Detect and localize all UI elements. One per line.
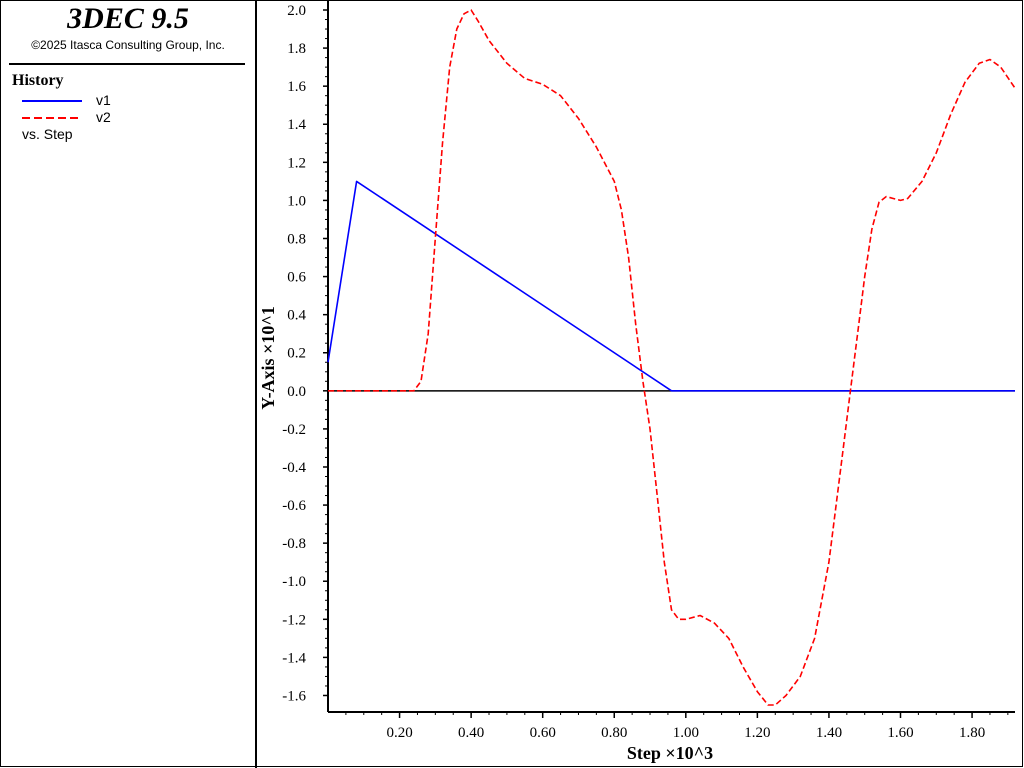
x-tick-label: 1.60 [887, 725, 913, 741]
y-tick-label: 0.2 [287, 346, 306, 362]
y-tick-label: 1.8 [287, 41, 306, 57]
series-line-v2 [328, 9, 1016, 706]
y-tick-label: -1.6 [282, 688, 306, 704]
legend-label-v2: v2 [96, 109, 111, 125]
x-tick-label: 1.20 [744, 725, 770, 741]
y-tick-label: -1.2 [282, 612, 306, 628]
x-axis-title: Step ×10^3 [627, 743, 713, 763]
x-tick-label: 0.20 [386, 725, 412, 741]
y-tick-label: 0.6 [287, 270, 306, 286]
y-tick-label: -0.4 [282, 460, 306, 476]
series-line-v1 [327, 180, 1015, 392]
x-tick-label: 0.60 [530, 725, 556, 741]
y-tick-label: 1.4 [287, 117, 306, 133]
y-tick-label: 0.8 [287, 231, 306, 247]
x-tick-label: 1.80 [959, 725, 985, 741]
y-tick-label: 2.0 [287, 3, 306, 19]
legend-swatch-v1 [22, 100, 82, 102]
y-axis-title: Y-Axis ×10^1 [258, 306, 278, 410]
y-tick-label: 0.0 [287, 384, 306, 400]
y-tick-label: 1.0 [287, 193, 306, 209]
legend-panel: 3DEC 9.5 ©2025 Itasca Consulting Group, … [0, 0, 256, 768]
y-tick-label: -0.6 [282, 498, 306, 514]
legend-divider [9, 63, 245, 65]
legend-label-v1: v1 [96, 92, 111, 108]
app-title: 3DEC 9.5 [67, 2, 189, 35]
x-tick-label: 1.00 [673, 725, 699, 741]
x-tick-label: 0.40 [458, 725, 484, 741]
versus-label: vs. Step [22, 126, 73, 142]
legend-heading: History [12, 72, 64, 89]
copyright-text: ©2025 Itasca Consulting Group, Inc. [31, 38, 225, 52]
x-tick-label: 0.80 [601, 725, 627, 741]
x-tick-label: 1.40 [816, 725, 842, 741]
y-tick-label: 1.2 [287, 155, 306, 171]
y-tick-label: -1.4 [282, 650, 306, 666]
x-axis-ticks: 0.20 0.40 0.60 0.80 1.00 1.20 1.40 1.60 1.80 [345, 712, 1009, 741]
y-tick-label: -0.8 [282, 536, 306, 552]
y-axis-ticks: 2.0 1.8 1.6 1.4 1.2 1.0 0.8 0.6 0.4 0.2 0.0 -0.2 -0.… [282, 3, 328, 704]
y-tick-label: 1.6 [287, 79, 306, 95]
legend-swatch-v2 [22, 117, 82, 119]
y-tick-label: 0.4 [287, 308, 306, 324]
y-tick-label: -0.2 [282, 422, 306, 438]
y-tick-label: -1.0 [282, 574, 306, 590]
series-layer [327, 9, 1016, 706]
